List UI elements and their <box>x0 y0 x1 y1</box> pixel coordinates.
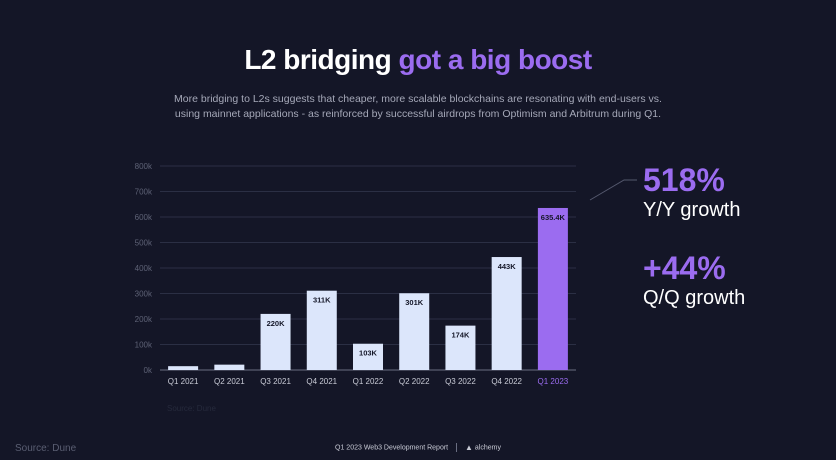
callout-connector <box>589 179 637 201</box>
y-tick-label: 800k <box>135 162 153 171</box>
x-tick-label: Q3 2022 <box>445 377 476 386</box>
y-tick-label: 200k <box>135 315 153 324</box>
footer-brand: alchemy <box>474 444 501 452</box>
subtitle: More bridging to L2s suggests that cheap… <box>160 92 676 122</box>
y-tick-label: 0k <box>144 366 153 375</box>
subtitle-line-2: using mainnet applications - as reinforc… <box>174 108 662 120</box>
bar <box>306 290 337 370</box>
bar-value-label: 21K <box>222 370 236 379</box>
footer-divider <box>456 443 458 452</box>
x-tick-label: Q2 2022 <box>399 377 430 386</box>
bar <box>214 364 245 370</box>
x-tick-label: Q1 2021 <box>168 377 199 386</box>
stat-qoq-value: +44% <box>643 250 726 286</box>
bar-value-label: 635.4K <box>541 213 566 222</box>
bar-value-label: 301K <box>405 298 424 307</box>
bar-value-label: 15K <box>176 371 190 380</box>
stat-yoy: 518% Y/Y growth <box>643 162 740 222</box>
stat-qoq-label: Q/Q growth <box>643 287 746 309</box>
x-tick-label: Q3 2021 <box>260 377 291 386</box>
bar <box>491 257 522 370</box>
x-tick-label: Q4 2021 <box>306 377 337 386</box>
y-tick-label: 600k <box>135 213 153 222</box>
x-tick-label: Q1 2023 <box>538 377 569 386</box>
y-tick-label: 100k <box>135 341 153 350</box>
subtitle-line-1: More bridging to L2s suggests that cheap… <box>174 93 662 105</box>
x-tick-label: Q4 2022 <box>491 377 522 386</box>
bar <box>445 325 476 370</box>
bar <box>353 343 383 370</box>
chart-source-note: Source: Dune <box>167 404 216 413</box>
footer-report: Q1 2023 Web3 Development Report <box>335 444 449 452</box>
y-tick-label: 300k <box>135 290 153 299</box>
y-tick-label: 500k <box>135 239 153 248</box>
stat-qoq: +44% Q/Q growth <box>643 250 745 310</box>
bar-value-label: 311K <box>313 296 331 305</box>
bar <box>399 293 430 370</box>
page-title: L2 bridging got a big boost <box>0 44 836 76</box>
bar-value-label: 443K <box>498 262 517 271</box>
y-tick-label: 400k <box>135 264 153 273</box>
footer: Q1 2023 Web3 Development Report ▲ alchem… <box>0 443 836 452</box>
alchemy-logo-icon: ▲ <box>465 443 473 452</box>
bar <box>168 366 199 370</box>
y-tick-label: 700k <box>135 188 153 197</box>
stat-yoy-label: Y/Y growth <box>643 199 741 221</box>
bar-value-label: 103K <box>359 349 378 358</box>
bar <box>537 207 568 370</box>
bar-value-label: 174K <box>451 331 470 340</box>
source-note: Source: Dune <box>15 443 77 454</box>
bar <box>260 313 291 370</box>
title-accent: got a big boost <box>398 44 593 75</box>
title-main: L2 bridging <box>244 44 392 75</box>
stat-yoy-value: 518% <box>643 162 725 198</box>
x-tick-label: Q1 2022 <box>353 377 384 386</box>
bar-value-label: 220K <box>267 319 286 328</box>
x-tick-label: Q2 2021 <box>214 377 245 386</box>
